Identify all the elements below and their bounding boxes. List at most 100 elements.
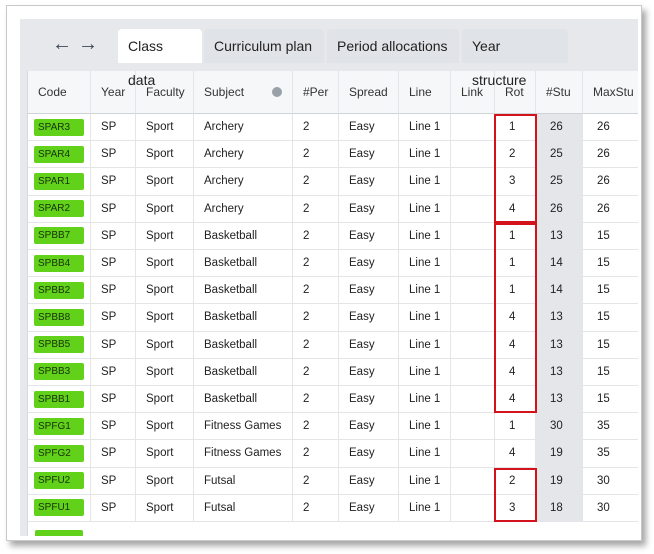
column-header[interactable]: Link — [451, 71, 495, 114]
back-arrow[interactable]: ← — [52, 33, 72, 55]
column-header[interactable]: Faculty — [136, 71, 194, 114]
code-badge[interactable]: SPFG2 — [34, 444, 84, 462]
column-header[interactable]: Line — [399, 71, 451, 114]
code-badge[interactable]: SPBB2 — [34, 281, 84, 299]
empty-cell — [451, 467, 495, 495]
table-cell: Easy — [339, 413, 399, 441]
column-header[interactable]: Year — [91, 71, 136, 114]
table-cell: SPFG2 — [28, 440, 91, 468]
table-cell: 13 — [536, 358, 583, 386]
table-cell: Sport — [136, 494, 194, 522]
tab[interactable]: Year structure — [462, 29, 568, 88]
code-badge[interactable]: SPFU1 — [34, 499, 84, 517]
empty-cell — [451, 141, 495, 169]
code-badge[interactable]: SPAR2 — [34, 200, 84, 218]
column-header[interactable]: Rot — [495, 71, 536, 114]
tab[interactable]: Class data — [118, 29, 202, 88]
table-cell: Easy — [339, 467, 399, 495]
code-badge[interactable]: SPBB5 — [34, 336, 84, 354]
forward-arrow[interactable]: → — [78, 33, 98, 55]
code-badge[interactable]: SPFG1 — [34, 417, 84, 435]
code-badge[interactable]: SPBB3 — [34, 363, 84, 381]
table-cell: 26 — [583, 141, 638, 169]
table-cell: 2 — [293, 222, 339, 250]
empty-cell — [451, 304, 495, 332]
table-cell: 15 — [583, 250, 638, 278]
code-badge[interactable]: SPAR4 — [34, 145, 84, 163]
table-cell: SPFG1 — [28, 413, 91, 441]
table-cell: 4 — [495, 440, 536, 468]
code-badge[interactable]: SPBB8 — [34, 308, 84, 326]
column-header[interactable]: #Per — [293, 71, 339, 114]
table-cell: 13 — [536, 304, 583, 332]
table-cell: SP — [91, 494, 136, 522]
code-badge[interactable]: SPAR3 — [34, 118, 84, 136]
table-cell: Easy — [339, 195, 399, 223]
code-badge[interactable]: SPBB1 — [34, 390, 84, 408]
table-cell: Easy — [339, 141, 399, 169]
table-cell: 26 — [536, 195, 583, 223]
table-cell: SPBB4 — [28, 250, 91, 278]
table-cell: Basketball — [194, 250, 293, 278]
table-cell: SPAR1 — [28, 168, 91, 196]
table-cell: Line 1 — [399, 467, 451, 495]
table-cell: 2 — [293, 386, 339, 414]
table-cell: 2 — [293, 494, 339, 522]
table-cell: SPAR3 — [28, 114, 91, 142]
column-header[interactable]: #Stu — [536, 71, 583, 114]
code-badge[interactable]: SPBB7 — [34, 227, 84, 245]
empty-cell — [451, 413, 495, 441]
table-cell: 19 — [536, 440, 583, 468]
table-cell: 2 — [293, 413, 339, 441]
table-cell: 2 — [293, 114, 339, 142]
table-cell: Archery — [194, 141, 293, 169]
table-cell: SP — [91, 331, 136, 359]
table-cell: Sport — [136, 304, 194, 332]
table-cell: Line 1 — [399, 358, 451, 386]
table-cell: 26 — [583, 114, 638, 142]
column-header[interactable]: Spread — [339, 71, 399, 114]
column-header[interactable]: MaxStu — [583, 71, 638, 114]
table-cell: Fitness Games — [194, 413, 293, 441]
table-cell: SPBB2 — [28, 277, 91, 305]
column-header[interactable]: Subject — [194, 71, 293, 114]
table-cell: Basketball — [194, 331, 293, 359]
table-cell: 35 — [583, 440, 638, 468]
table-cell: Sport — [136, 250, 194, 278]
table-cell: Easy — [339, 250, 399, 278]
code-badge[interactable]: SPFU2 — [34, 472, 84, 490]
table-cell: Futsal — [194, 494, 293, 522]
table-cell: Line 1 — [399, 494, 451, 522]
table-cell: Archery — [194, 114, 293, 142]
table-cell: SP — [91, 440, 136, 468]
table-cell: 15 — [583, 386, 638, 414]
table-cell: Easy — [339, 168, 399, 196]
table-cell: SP — [91, 277, 136, 305]
table-cell: Archery — [194, 168, 293, 196]
empty-cell — [451, 277, 495, 305]
sort-icon[interactable] — [272, 87, 282, 97]
code-badge[interactable]: SPBB4 — [34, 254, 84, 272]
table-cell: Easy — [339, 277, 399, 305]
code-badge[interactable]: SPAR1 — [34, 172, 84, 190]
column-header[interactable]: Code — [28, 71, 91, 114]
empty-cell — [451, 358, 495, 386]
table-cell: SPFU2 — [28, 467, 91, 495]
table-cell: Sport — [136, 114, 194, 142]
table-cell: 26 — [583, 168, 638, 196]
table-cell: Archery — [194, 195, 293, 223]
table-cell: Easy — [339, 331, 399, 359]
tab[interactable]: Curriculum plan — [204, 29, 324, 63]
table-cell: Fitness Games — [194, 440, 293, 468]
empty-cell — [451, 168, 495, 196]
window-frame: ← → Code Year Faculty Subject #Per Spread Line… — [6, 5, 642, 541]
table-cell: 2 — [293, 168, 339, 196]
tab[interactable]: Period allocations — [327, 29, 459, 63]
table-cell: Easy — [339, 114, 399, 142]
table-cell: 19 — [536, 467, 583, 495]
table-cell: 25 — [536, 168, 583, 196]
table-cell: 14 — [536, 250, 583, 278]
table-cell: 15 — [583, 304, 638, 332]
table-cell: 2 — [293, 467, 339, 495]
